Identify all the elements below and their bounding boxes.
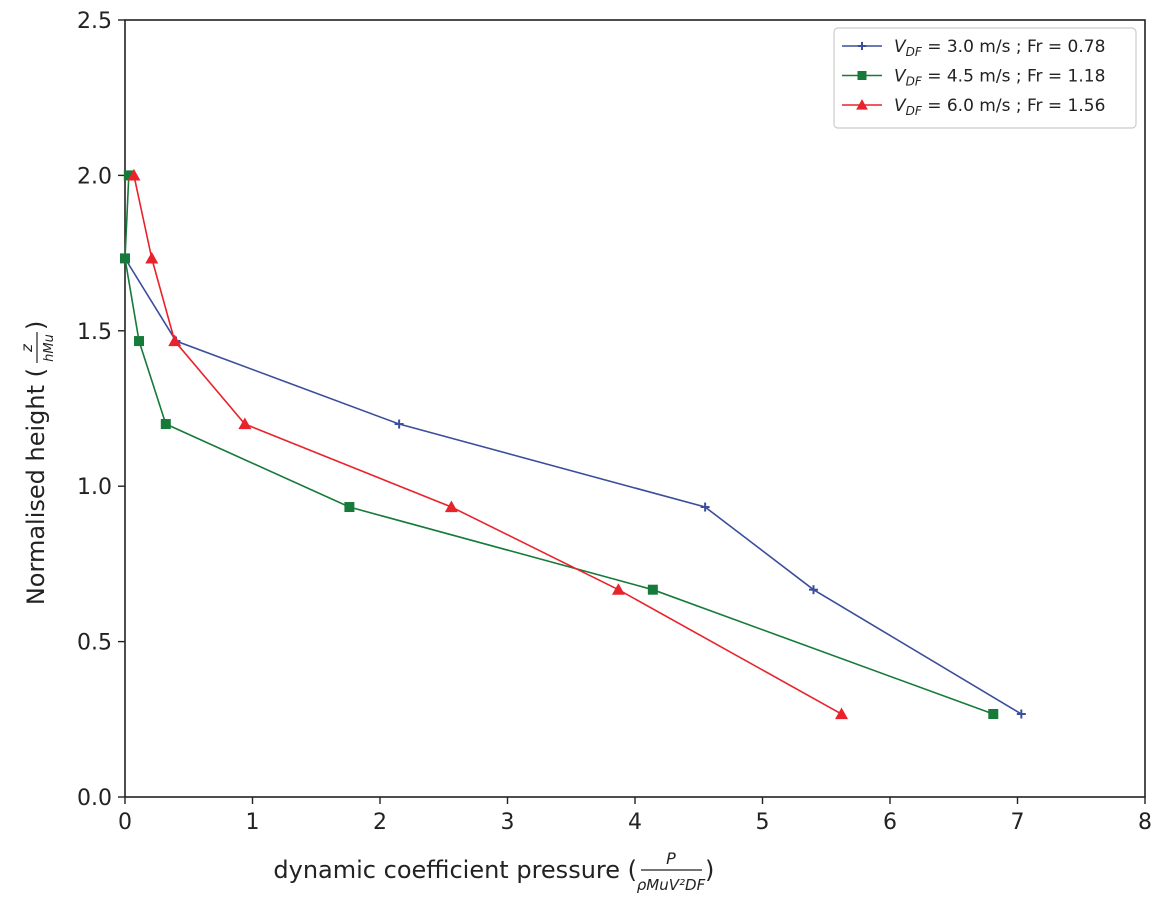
legend-item-1: VDF = 3.0 m/s ; Fr = 0.78 <box>842 37 1105 59</box>
x-tick-label: 5 <box>756 810 770 835</box>
data-point-plus <box>809 585 818 595</box>
data-point-triangle <box>168 334 182 347</box>
data-point-square <box>134 336 145 347</box>
x-axis-label: dynamic coefficient pressure ( <box>273 856 637 884</box>
x-axis-label-close: ) <box>705 856 714 884</box>
x-fraction-denominator: ρMuV²DF <box>637 876 706 894</box>
series-3 <box>127 168 849 720</box>
x-tick-label: 2 <box>373 810 387 835</box>
legend-label-rest: = 6.0 m/s ; Fr = 1.56 <box>922 96 1106 116</box>
x-tick-label: 1 <box>246 810 260 835</box>
legend-label-rest: = 4.5 m/s ; Fr = 1.18 <box>922 67 1106 87</box>
y-tick-label: 0.5 <box>77 631 112 656</box>
legend-label-var: V <box>894 37 907 57</box>
y-axis-label-group: Normalised height ( z hMu) <box>18 321 57 606</box>
legend-label: VDF = 6.0 m/s ; Fr = 1.56 <box>894 96 1105 118</box>
y-axis-label: Normalised height ( <box>22 368 50 605</box>
legend-label: VDF = 4.5 m/s ; Fr = 1.18 <box>894 67 1105 89</box>
x-tick-label: 8 <box>1138 810 1152 835</box>
data-point-triangle <box>835 707 849 720</box>
legend-label-var: V <box>894 67 907 87</box>
data-point-triangle <box>611 583 625 595</box>
series-layer <box>120 168 1026 720</box>
data-point-triangle <box>238 417 252 430</box>
legend-label: VDF = 3.0 m/s ; Fr = 0.78 <box>894 37 1105 59</box>
x-tick-label: 3 <box>501 810 515 835</box>
x-tick-label: 0 <box>118 810 132 835</box>
legend-item-2: VDF = 4.5 m/s ; Fr = 1.18 <box>842 67 1105 89</box>
data-point-square <box>647 584 658 595</box>
legend-label-sub: DF <box>906 75 923 89</box>
legend-item-3: VDF = 6.0 m/s ; Fr = 1.56 <box>842 96 1105 118</box>
data-point-plus <box>857 41 867 51</box>
y-tick-label: 0.0 <box>77 786 112 811</box>
data-point-square <box>344 502 355 513</box>
data-point-square <box>120 253 130 264</box>
y-fraction-denominator: hMu <box>42 334 57 362</box>
series-line <box>124 257 1022 715</box>
x-tick-label: 6 <box>883 810 897 835</box>
y-tick-label: 1.5 <box>77 320 112 345</box>
axis-labels: dynamic coefficient pressure (PρMuV²DF)N… <box>18 321 714 894</box>
x-tick-label: 7 <box>1011 810 1025 835</box>
data-point-triangle <box>444 500 458 513</box>
y-tick-label: 1.0 <box>77 475 112 500</box>
x-tick-label: 4 <box>628 810 642 835</box>
data-point-triangle <box>856 99 868 110</box>
data-point-triangle <box>127 168 141 181</box>
data-point-square <box>160 419 171 430</box>
data-point-plus <box>394 419 404 429</box>
data-point-square <box>857 71 867 80</box>
legend-box <box>833 27 1137 129</box>
axes: 0 1 2 3 4 5 6 7 8 0.0 0.5 1.0 1.5 2.0 2.5 <box>77 9 1152 835</box>
y-tick-label: 2.0 <box>77 164 112 189</box>
x-fraction-numerator: P <box>666 849 676 868</box>
legend-label-sub: DF <box>906 104 923 118</box>
data-point-triangle <box>145 251 159 264</box>
y-fraction-numerator: z <box>18 343 36 353</box>
data-point-square <box>988 709 999 720</box>
legend-label-var: V <box>894 96 907 116</box>
y-tick-label: 2.5 <box>77 9 112 34</box>
series-2 <box>120 170 999 720</box>
legend-label-rest: = 3.0 m/s ; Fr = 0.78 <box>922 37 1106 57</box>
data-point-square <box>123 170 134 181</box>
legend-label-sub: DF <box>906 45 923 59</box>
data-point-plus <box>700 502 710 512</box>
y-axis-label-close: ) <box>22 321 50 330</box>
data-point-plus <box>1016 709 1026 719</box>
